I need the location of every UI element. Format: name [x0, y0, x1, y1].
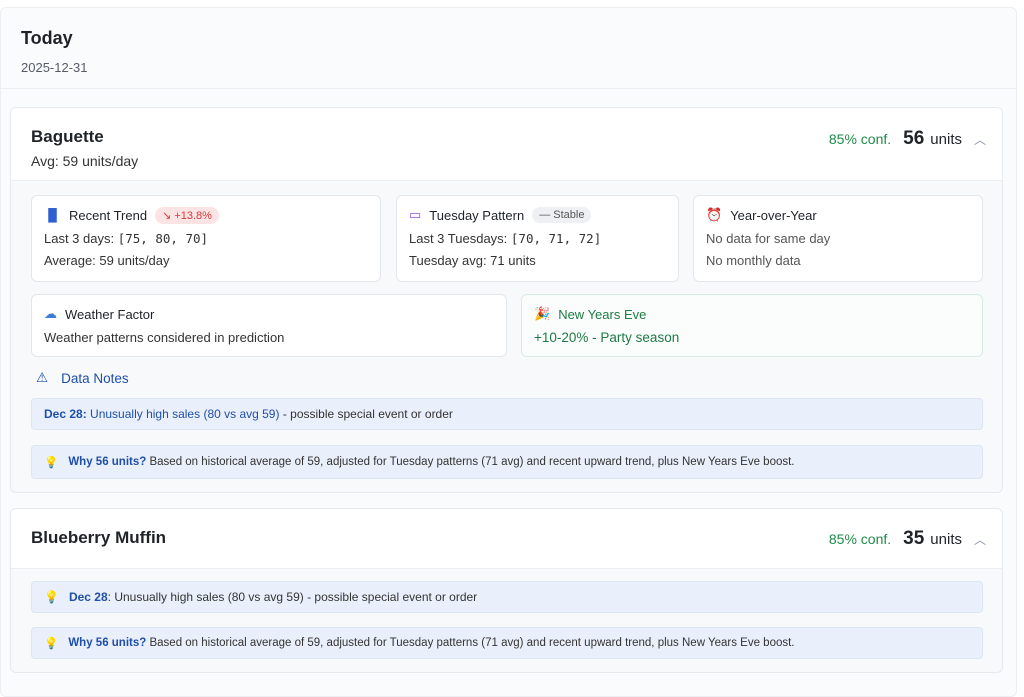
why-explanation: 💡 Why 56 units? Based on historical aver…: [31, 445, 983, 479]
yoy-line: No monthly data: [706, 253, 801, 268]
product-card-header[interactable]: Blueberry Muffin 85% conf. 35 units ︿: [11, 509, 1002, 569]
product-name: Baguette: [31, 127, 104, 146]
trend-badge: ↘ +13.8%: [155, 206, 219, 224]
units-label: units: [930, 531, 962, 548]
why-explanation: 💡 Why 56 units? Based on historical aver…: [31, 627, 983, 659]
box-title: Recent Trend: [69, 207, 148, 223]
tuesday-avg: Tuesday avg: 71 units: [409, 253, 536, 268]
stable-badge: — Stable: [532, 207, 592, 223]
box-title: New Years Eve: [558, 306, 647, 322]
last-3-days: [75, 80, 70]: [117, 231, 209, 246]
predicted-units: 56: [903, 128, 925, 149]
product-name: Blueberry Muffin: [31, 528, 167, 547]
lightbulb-icon: 💡: [44, 457, 59, 469]
last-3-tuesdays: [70, 71, 72]: [510, 231, 602, 246]
why-label: Why 56 units?: [68, 456, 147, 468]
lightbulb-icon: 💡: [44, 590, 59, 604]
data-note: Dec 28: Unusually high sales (80 vs avg …: [31, 398, 983, 430]
data-notes-heading: ⚠ Data Notes: [36, 370, 129, 386]
trend-arrow-icon: ↘: [162, 209, 172, 222]
units-label: units: [930, 131, 962, 148]
confidence: 85% conf.: [828, 531, 892, 547]
product-card-blueberry-muffin: Blueberry Muffin 85% conf. 35 units ︿ 💡 …: [10, 508, 1003, 673]
label: Last 3 days:: [44, 231, 118, 246]
note-text: : Unusually high sales (80 vs avg 59) - …: [107, 590, 478, 604]
box-title: Year-over-Year: [730, 207, 817, 223]
note-highlight: Unusually high sales (80 vs avg 59): [90, 407, 280, 421]
page-title: Today: [21, 28, 73, 48]
page-header: Today 2025-12-31: [1, 8, 1016, 89]
why-label: Why 56 units?: [68, 637, 147, 649]
note-text: - possible special event or order: [279, 407, 453, 421]
product-avg: Avg: 59 units/day: [31, 153, 139, 169]
weekday-pattern-box: ▭ Tuesday Pattern — Stable Last 3 Tuesday…: [396, 195, 679, 282]
bar-chart-icon: ▐▌: [44, 208, 62, 222]
event-box: 🎉 New Years Eve +10-20% - Party season: [521, 294, 983, 357]
calendar-icon: ▭: [409, 207, 422, 222]
page-date: 2025-12-31: [21, 60, 88, 75]
yoy-line: No data for same day: [706, 231, 831, 246]
recent-trend-box: ▐▌ Recent Trend ↘ +13.8% Last 3 days: [75…: [31, 195, 381, 282]
predicted-units: 35: [903, 528, 925, 549]
data-note: 💡 Dec 28: Unusually high sales (80 vs av…: [31, 581, 983, 613]
note-date: Dec 28:: [44, 407, 87, 421]
box-title: Weather Factor: [65, 306, 155, 322]
label: Last 3 Tuesdays:: [409, 231, 511, 246]
cloud-icon: ☁: [44, 306, 57, 321]
why-text: Based on historical average of 59, adjus…: [146, 637, 795, 649]
note-date: Dec 28: [68, 590, 108, 604]
year-over-year-box: ⏰ Year-over-Year No data for same day No …: [693, 195, 983, 282]
weather-text: Weather patterns considered in predictio…: [44, 330, 285, 345]
why-text: Based on historical average of 59, adjus…: [146, 456, 795, 468]
weather-factor-box: ☁ Weather Factor Weather patterns conside…: [31, 294, 507, 357]
product-card-baguette: Baguette Avg: 59 units/day 85% conf. 56 …: [10, 107, 1003, 493]
chevron-up-icon[interactable]: ︿: [973, 533, 986, 547]
chevron-up-icon[interactable]: ︿: [973, 133, 986, 147]
average: Average: 59 units/day: [44, 253, 170, 268]
party-popper-icon: 🎉: [534, 306, 551, 321]
product-card-header[interactable]: Baguette Avg: 59 units/day 85% conf. 56 …: [11, 108, 1002, 181]
box-title: Tuesday Pattern: [429, 207, 525, 223]
lightbulb-icon: 💡: [44, 638, 59, 650]
confidence: 85% conf.: [828, 131, 892, 147]
event-text: +10-20% - Party season: [534, 330, 680, 345]
alarm-clock-icon: ⏰: [706, 207, 723, 222]
warning-icon: ⚠: [36, 370, 49, 385]
